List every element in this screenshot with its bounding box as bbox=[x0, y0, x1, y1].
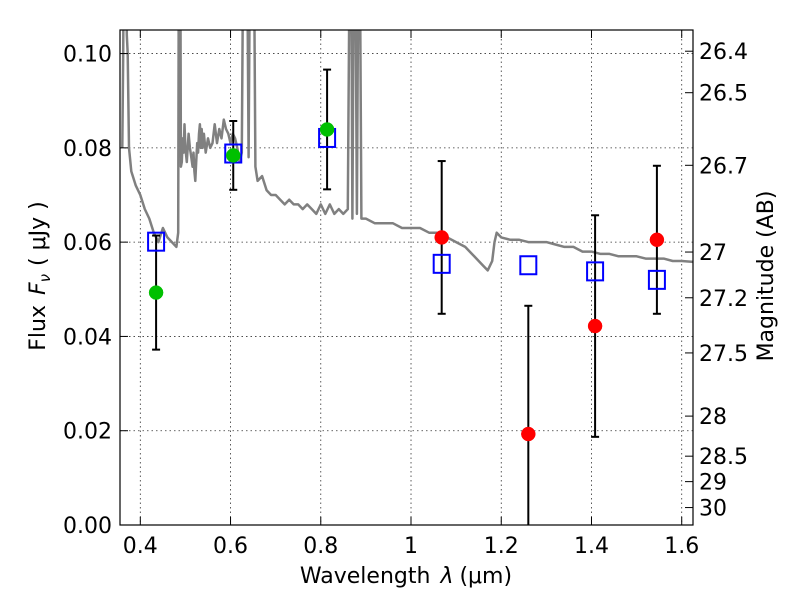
x-tick-label: 0.8 bbox=[303, 534, 338, 559]
x-tick-label: 1.2 bbox=[484, 534, 519, 559]
y-tick-label: 0.10 bbox=[63, 43, 112, 68]
x-tick-label: 1.6 bbox=[664, 534, 699, 559]
y2-tick-label: 27 bbox=[699, 241, 727, 266]
y-tick-labels: 0.00 0.02 0.04 0.06 0.08 0.10 bbox=[63, 43, 112, 539]
data-points bbox=[147, 68, 666, 525]
model-square-point bbox=[519, 255, 538, 276]
model-square-point bbox=[647, 269, 666, 290]
y2-tick-label: 26.5 bbox=[699, 82, 748, 107]
observed-point bbox=[521, 426, 536, 442]
model-square-point bbox=[586, 261, 605, 282]
observed-point bbox=[434, 230, 449, 245]
model-square-point bbox=[147, 231, 166, 252]
x-tick-label: 0.4 bbox=[123, 534, 158, 559]
model-square-point bbox=[432, 253, 451, 274]
y2-tick-label: 29 bbox=[699, 471, 727, 496]
observed-point bbox=[587, 318, 603, 334]
plot-frame bbox=[119, 29, 694, 526]
y2-tick-label: 26.7 bbox=[699, 154, 748, 179]
tick-marks bbox=[120, 30, 693, 526]
y2-tick-label: 27.2 bbox=[699, 287, 748, 312]
model-spectrum bbox=[121, 30, 693, 272]
grid bbox=[120, 30, 693, 526]
y-tick-label: 0.08 bbox=[63, 137, 112, 162]
spectrum-line bbox=[121, 30, 693, 272]
y2-tick-label: 27.5 bbox=[699, 342, 748, 367]
x-tick-labels: 0.4 0.6 0.8 1 1.2 1.4 1.6 bbox=[123, 534, 699, 559]
observed-point bbox=[649, 232, 665, 248]
y2-tick-label: 26.4 bbox=[699, 40, 748, 65]
observed-point bbox=[148, 285, 164, 300]
observed-point bbox=[319, 122, 335, 137]
y-tick-label: 0.04 bbox=[63, 325, 112, 350]
y-axis-label: FluxFν( μJy ) bbox=[26, 201, 54, 350]
y-tick-label: 0.00 bbox=[63, 514, 112, 539]
y2-tick-label: 28 bbox=[699, 405, 727, 430]
x-tick-label: 1.4 bbox=[574, 534, 609, 559]
y2-axis-label: Magnitude (AB) bbox=[754, 191, 779, 362]
y-tick-label: 0.02 bbox=[63, 420, 112, 445]
observed-point bbox=[225, 148, 241, 163]
x-tick-label: 0.6 bbox=[213, 534, 248, 559]
y2-tick-label: 28.5 bbox=[699, 445, 748, 470]
x-axis-label: Wavelength λ (μm) bbox=[300, 564, 512, 589]
y2-tick-label: 30 bbox=[699, 497, 727, 522]
y-tick-label: 0.06 bbox=[63, 231, 112, 256]
x-tick-label: 1 bbox=[404, 534, 418, 559]
